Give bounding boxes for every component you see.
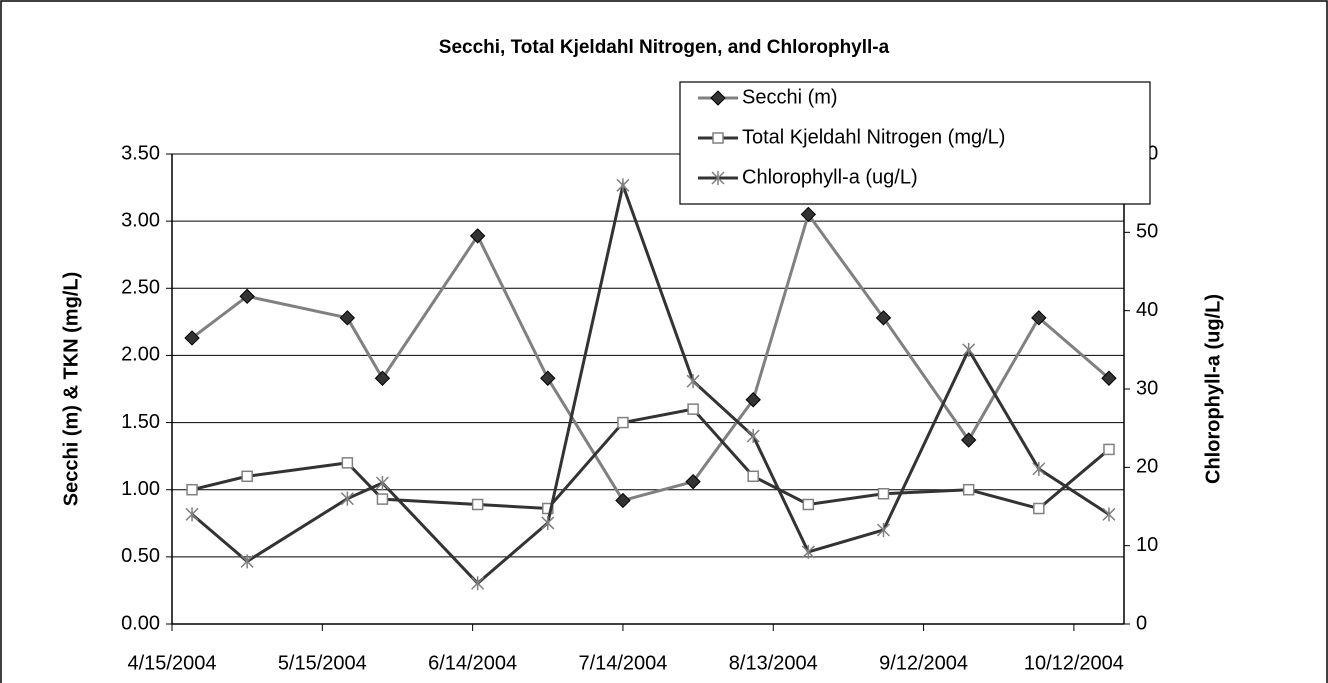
y2-tick-label: 40: [1136, 299, 1158, 321]
point-marker: [686, 374, 700, 389]
point-marker: [469, 228, 486, 244]
y2-tick-label: 50: [1136, 221, 1158, 243]
point-marker: [617, 416, 629, 429]
y2-axis-label: Chlorophyll-a (ug/L): [1202, 294, 1224, 484]
point-marker: [616, 178, 630, 193]
point-marker: [685, 473, 701, 490]
point-marker: [374, 370, 391, 386]
point-marker: [1032, 461, 1046, 476]
series-line: [191, 211, 1110, 503]
y2-tick-label: 20: [1136, 456, 1158, 478]
y-axis-label: Secchi (m) & TKN (mg/L): [60, 272, 82, 506]
point-marker: [540, 370, 556, 386]
y-tick-label: 3.00: [121, 209, 160, 231]
legend-marker: [711, 171, 725, 185]
y2-tick-label: 10: [1136, 534, 1158, 556]
point-marker: [747, 470, 759, 483]
point-marker: [1033, 502, 1045, 515]
x-tick-label: 7/14/2004: [578, 652, 667, 674]
y-tick-label: 3.50: [121, 142, 160, 164]
legend-marker: [710, 90, 726, 106]
legend-marker: [712, 132, 724, 144]
point-marker: [339, 310, 356, 326]
legend-label: Chlorophyll-a (ug/L): [742, 166, 918, 188]
x-tick-label: 5/15/2004: [278, 652, 367, 674]
y2-tick-label: 30: [1136, 377, 1158, 399]
point-marker: [541, 515, 555, 530]
y-tick-label: 1.50: [121, 411, 160, 433]
y-tick-label: 0.00: [121, 612, 160, 634]
y-tick-label: 1.00: [121, 478, 160, 500]
point-marker: [1031, 310, 1047, 326]
point-marker: [1103, 443, 1115, 456]
point-marker: [877, 487, 890, 500]
point-marker: [1101, 370, 1117, 386]
y-tick-label: 0.50: [121, 545, 160, 567]
point-marker: [687, 403, 699, 415]
series-line: [191, 179, 1110, 586]
point-marker: [185, 507, 199, 522]
point-marker: [960, 432, 977, 448]
legend-box: [679, 81, 1151, 205]
point-marker: [375, 476, 389, 490]
legend-label: Total Kjeldahl Nitrogen (mg/L): [742, 126, 1005, 148]
x-tick-label: 8/13/2004: [729, 652, 818, 674]
point-marker: [341, 457, 354, 469]
point-marker: [962, 342, 976, 357]
point-marker: [471, 498, 484, 511]
x-tick-label: 4/15/2004: [128, 652, 217, 674]
point-marker: [376, 493, 389, 505]
point-marker: [615, 492, 631, 509]
y-tick-label: 2.50: [121, 277, 160, 299]
x-tick-label: 6/14/2004: [428, 652, 517, 674]
point-marker: [241, 470, 253, 483]
chart-title: Secchi, Total Kjeldahl Nitrogen, and Chl…: [439, 37, 890, 58]
x-tick-label: 10/12/2004: [1024, 652, 1124, 674]
point-marker: [240, 554, 254, 569]
point-marker: [800, 206, 817, 223]
y2-tick-label: 0: [1136, 612, 1147, 634]
series-line: [191, 407, 1110, 511]
point-marker: [745, 392, 761, 408]
point-marker: [184, 330, 200, 346]
point-marker: [875, 310, 892, 326]
point-marker: [340, 491, 354, 506]
point-marker: [1102, 507, 1116, 522]
y-tick-label: 2.00: [121, 344, 160, 366]
point-marker: [746, 429, 760, 443]
point-marker: [876, 523, 891, 537]
point-marker: [186, 483, 198, 496]
point-marker: [542, 502, 554, 515]
x-tick-label: 9/12/2004: [879, 652, 968, 674]
point-marker: [962, 483, 975, 496]
point-marker: [239, 288, 255, 305]
point-marker: [471, 576, 485, 591]
point-marker: [801, 544, 815, 559]
legend-label: Secchi (m): [742, 86, 838, 108]
point-marker: [802, 498, 815, 511]
